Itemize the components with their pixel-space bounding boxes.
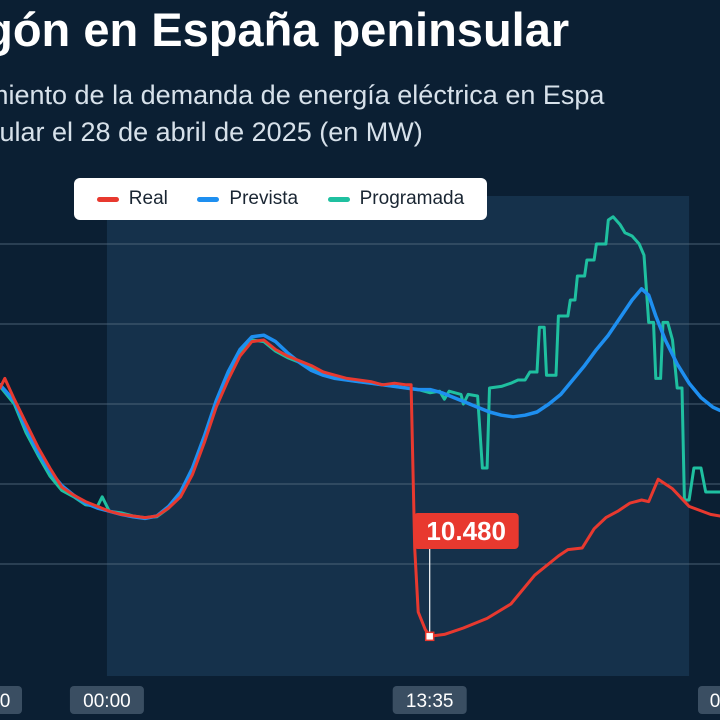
- legend-item-programada[interactable]: Programada: [327, 188, 465, 210]
- annotation-box: [413, 513, 519, 549]
- legend-item-real[interactable]: Real: [96, 188, 168, 210]
- x-tick-box: [698, 686, 720, 714]
- annotation-label: 10.480: [426, 516, 506, 546]
- annotation-marker: [424, 631, 435, 642]
- x-tick-label: 13:35: [406, 691, 454, 712]
- x-tick-label: 0: [710, 691, 720, 712]
- x-tick-label: 00:00: [83, 691, 131, 712]
- legend-item-prevista[interactable]: Prevista: [197, 188, 298, 210]
- legend-label-real: Real: [128, 188, 168, 209]
- chart-subtitle-line-1: miento de la demanda de energía eléctric…: [0, 80, 605, 110]
- x-tick-label: 0: [0, 691, 10, 712]
- x-tick-box: [392, 686, 467, 714]
- chart-subtitle-line-2: sular el 28 de abril de 2025 (en MW): [0, 117, 423, 147]
- series-line-real: [0, 338, 720, 638]
- legend-swatch-real: [96, 196, 119, 202]
- plot-band: [106, 196, 690, 676]
- legend-label-prevista: Prevista: [229, 188, 299, 209]
- legend-swatch-programada: [327, 196, 350, 202]
- chart-legend: Real Prevista Programada: [74, 178, 487, 220]
- x-tick-box: [0, 686, 22, 714]
- chart-title: agón en España peninsular: [0, 3, 570, 56]
- legend-swatch-prevista: [197, 196, 220, 202]
- x-tick-box: [69, 686, 144, 714]
- legend-label-programada: Programada: [359, 188, 465, 209]
